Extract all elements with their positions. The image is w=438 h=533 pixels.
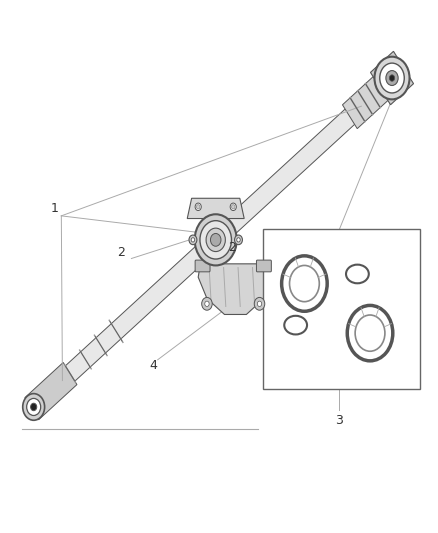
Ellipse shape <box>346 265 369 284</box>
Polygon shape <box>25 362 77 420</box>
Circle shape <box>231 205 235 209</box>
Ellipse shape <box>284 316 307 335</box>
Circle shape <box>257 301 261 306</box>
Polygon shape <box>198 264 270 314</box>
Circle shape <box>237 238 240 242</box>
Circle shape <box>27 399 41 416</box>
Text: 1: 1 <box>50 201 58 215</box>
Circle shape <box>189 235 197 245</box>
Circle shape <box>200 221 231 259</box>
Polygon shape <box>27 67 401 416</box>
Circle shape <box>230 203 237 211</box>
FancyBboxPatch shape <box>195 260 210 272</box>
Circle shape <box>386 70 398 85</box>
Circle shape <box>205 301 209 306</box>
Circle shape <box>254 297 265 310</box>
Circle shape <box>347 305 393 361</box>
Circle shape <box>194 214 237 265</box>
Circle shape <box>31 403 37 411</box>
Circle shape <box>201 297 212 310</box>
Circle shape <box>355 315 385 351</box>
Circle shape <box>290 265 319 302</box>
Circle shape <box>282 256 327 311</box>
Text: 2: 2 <box>228 240 236 254</box>
Circle shape <box>196 205 200 209</box>
Circle shape <box>210 233 221 246</box>
Text: 2: 2 <box>117 246 125 259</box>
Circle shape <box>23 393 45 420</box>
Polygon shape <box>187 198 244 219</box>
Circle shape <box>374 56 410 99</box>
Text: 3: 3 <box>335 414 343 427</box>
Polygon shape <box>343 62 403 128</box>
Circle shape <box>206 228 225 252</box>
Circle shape <box>380 63 404 93</box>
Polygon shape <box>371 51 413 105</box>
FancyBboxPatch shape <box>263 229 420 389</box>
Circle shape <box>389 75 395 81</box>
Text: 4: 4 <box>149 359 157 372</box>
Circle shape <box>234 235 243 245</box>
FancyBboxPatch shape <box>257 260 271 272</box>
Circle shape <box>195 203 201 211</box>
Circle shape <box>191 238 194 242</box>
